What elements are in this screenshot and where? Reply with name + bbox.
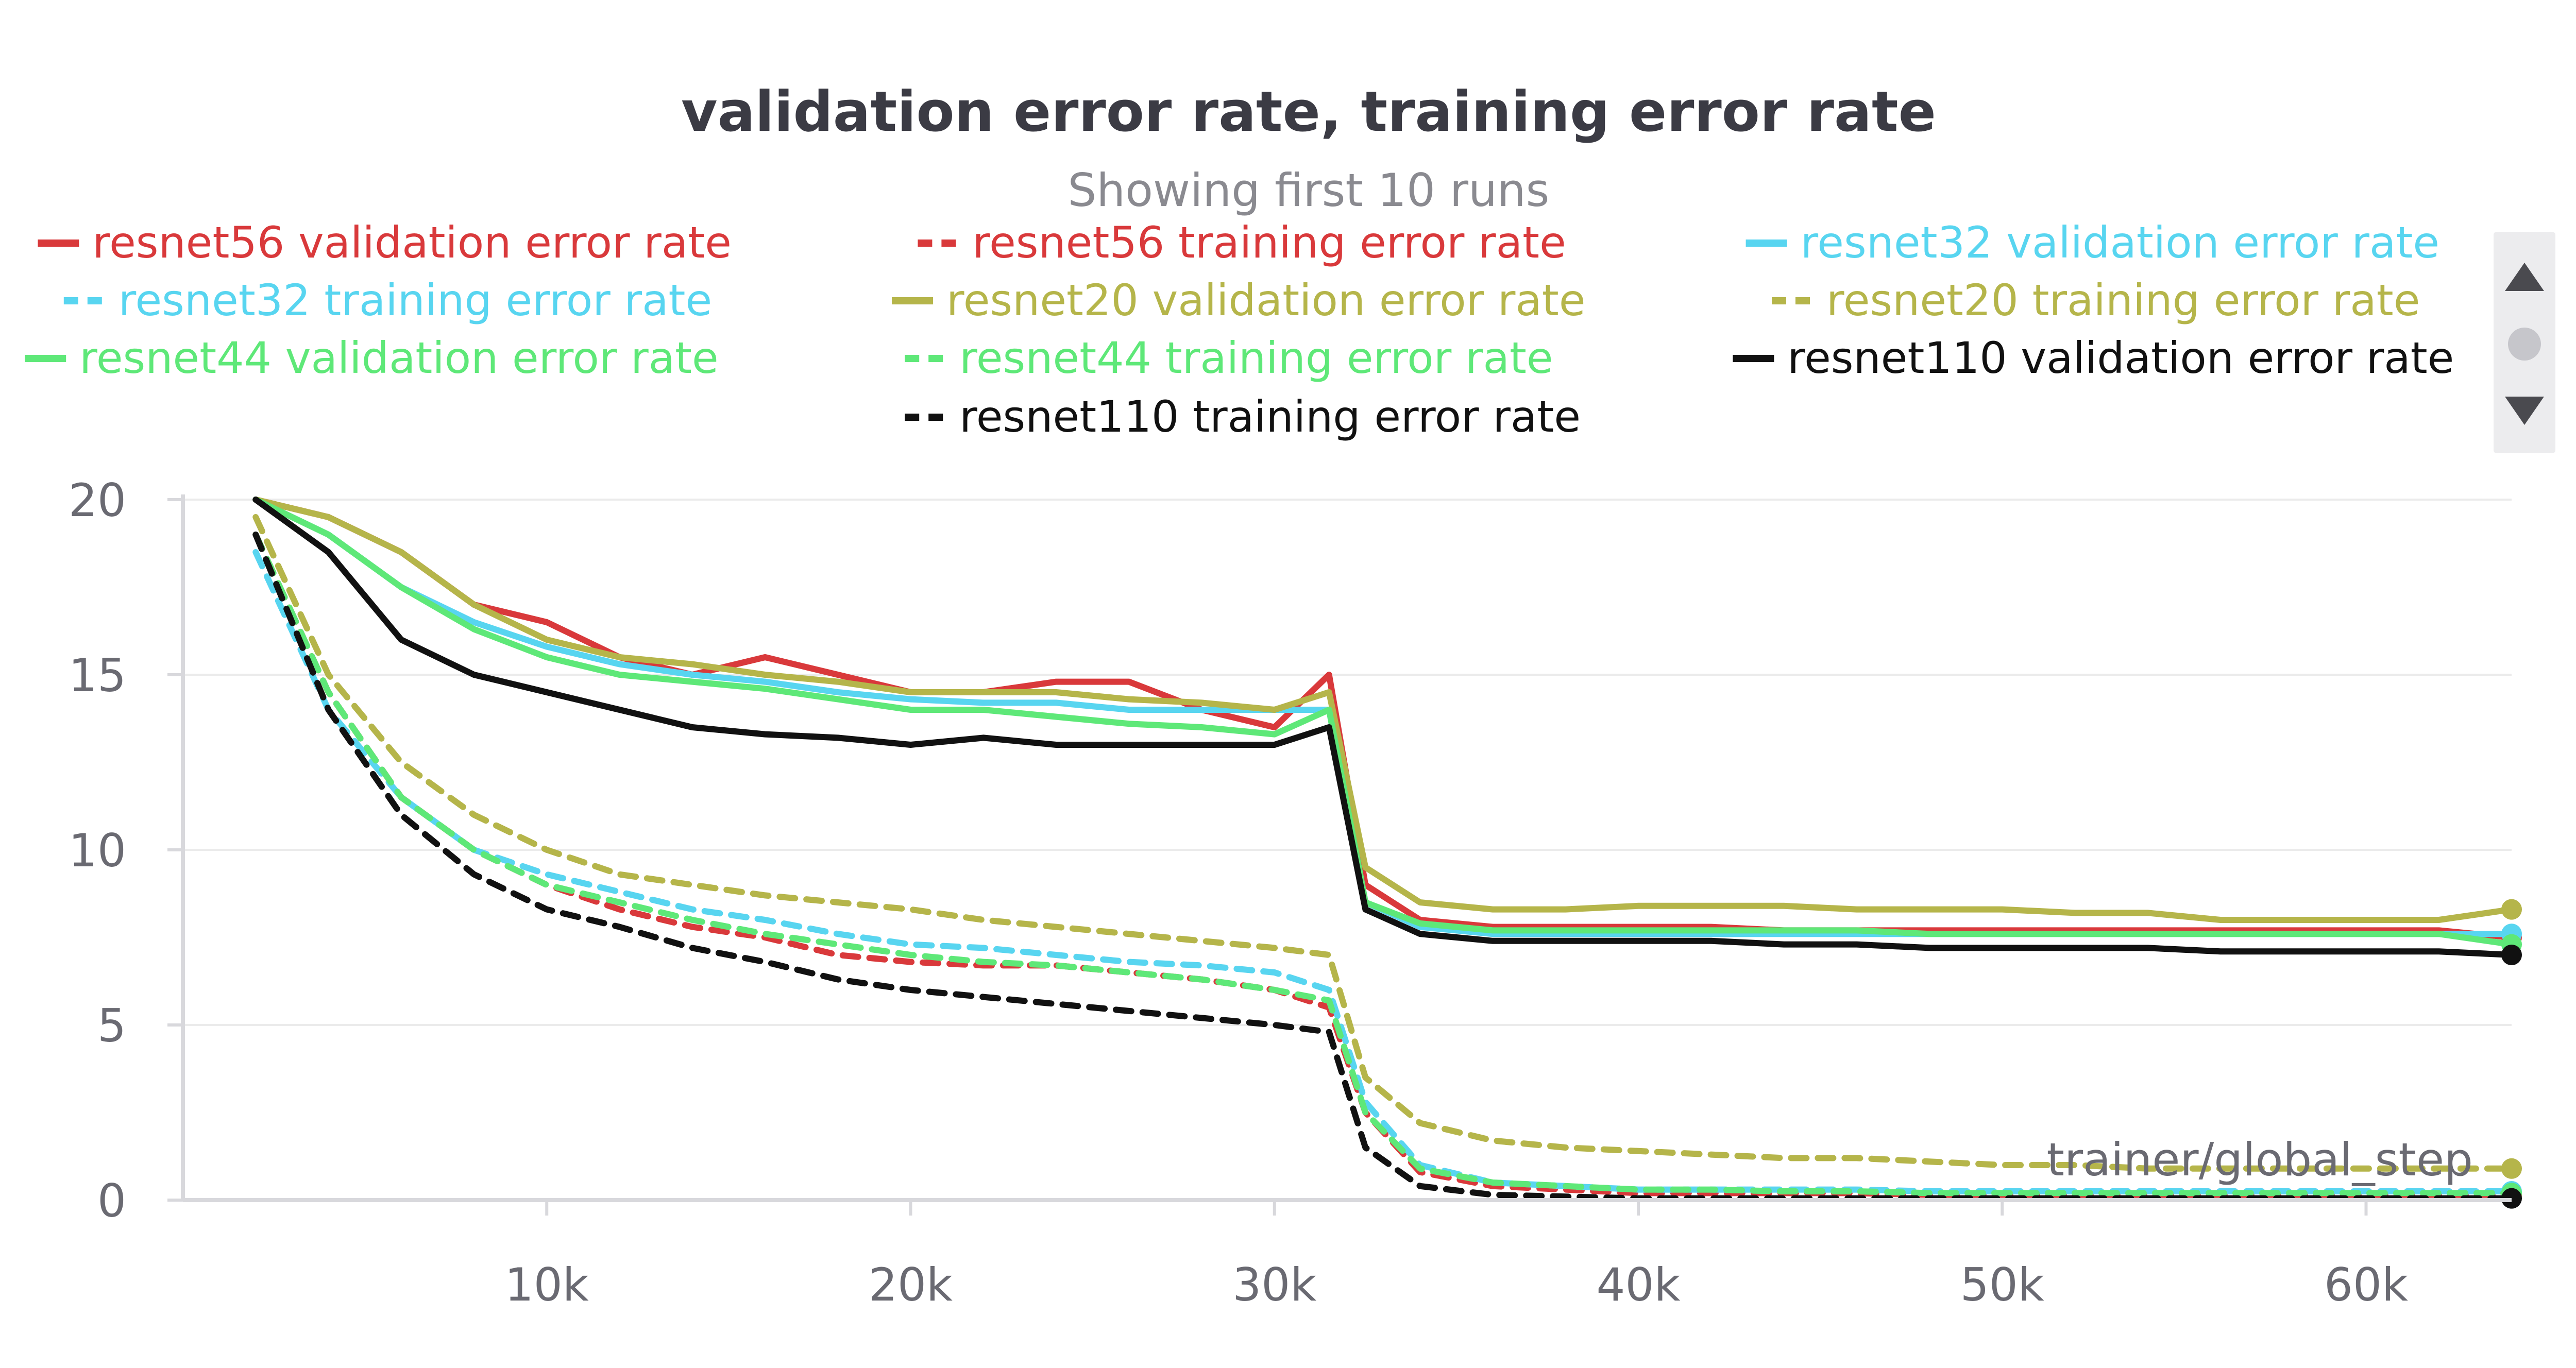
y-tick-label-3: 15 <box>69 649 126 702</box>
plot-series <box>252 497 2522 1209</box>
x-tick-label-1: 20k <box>869 1258 953 1311</box>
x-tick-label-5: 60k <box>2324 1258 2408 1311</box>
legend-label-6: resnet44 validation error rate <box>79 333 719 383</box>
triangle-down-icon[interactable] <box>2505 397 2544 425</box>
legend-label-0: resnet56 validation error rate <box>92 217 732 268</box>
series-line-7 <box>252 532 2515 1196</box>
series-line-8 <box>252 497 2515 958</box>
series-line-4 <box>252 497 2515 923</box>
x-axis-label: trainer/global_step <box>2046 1133 2473 1186</box>
y-tick-label-1: 5 <box>97 999 126 1052</box>
x-tick-label-4: 50k <box>1960 1258 2044 1311</box>
x-tick-label-2: 30k <box>1232 1258 1316 1311</box>
series-line-0 <box>252 497 2515 940</box>
chart-subtitle: Showing first 10 runs <box>1068 164 1550 217</box>
y-tick-label-0: 0 <box>97 1174 126 1227</box>
series-end-point-4 <box>2501 899 2522 920</box>
series-end-point-5 <box>2501 1158 2522 1179</box>
triangle-up-icon[interactable] <box>2505 263 2544 291</box>
legend: resnet56 validation error rate resnet56 t… <box>25 217 2454 442</box>
legend-label-3: resnet32 training error rate <box>118 275 712 326</box>
series-end-point-8 <box>2501 945 2522 965</box>
series-line-3 <box>252 549 2515 1194</box>
y-tick-label-4: 20 <box>69 474 126 527</box>
legend-label-4: resnet20 validation error rate <box>946 275 1586 326</box>
circle-icon <box>2508 328 2541 361</box>
y-tick-label-2: 10 <box>69 824 126 877</box>
legend-label-2: resnet32 validation error rate <box>1801 217 2440 268</box>
legend-label-7: resnet44 training error rate <box>959 333 1553 383</box>
x-tick-label-0: 10k <box>505 1258 589 1311</box>
chart-title: validation error rate, training error ra… <box>681 80 1936 144</box>
plot-axes: 0 5 10 15 20 10k 20k 30k 40k 50k 60k <box>69 474 2512 1311</box>
legend-label-9: resnet110 training error rate <box>959 391 1581 442</box>
legend-label-5: resnet20 training error rate <box>1826 275 2420 326</box>
x-tick-label-3: 40k <box>1597 1258 1681 1311</box>
legend-scroll[interactable] <box>2494 232 2555 453</box>
series-line-5 <box>252 514 2515 1172</box>
legend-label-1: resnet56 training error rate <box>972 217 1566 268</box>
legend-label-8: resnet110 validation error rate <box>1787 333 2454 383</box>
